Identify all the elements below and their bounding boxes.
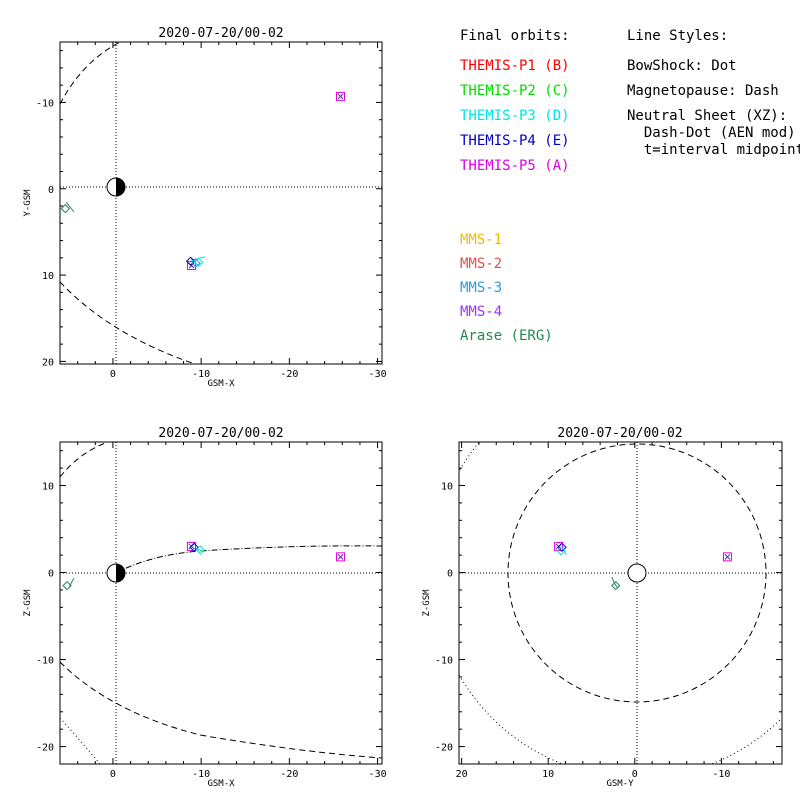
y-tick-label: -10 — [435, 656, 453, 667]
panel-xy: 2020-07-20/00-02 0 -10 -20 -30 -10 0 10 20 GSM-… — [23, 26, 387, 389]
panel-xy-title: 2020-07-20/00-02 — [158, 26, 283, 41]
legend-line-style-4: t=interval midpoint — [627, 142, 800, 158]
arase-orbit-track — [65, 201, 75, 213]
magnetopause-lower-curve — [60, 661, 382, 759]
panel-xy-frame — [59, 41, 383, 365]
legend: Final orbits: Line Styles: THEMIS-P1 (B)… — [460, 28, 800, 344]
panel-yz-y-label: Z-GSM — [422, 589, 432, 617]
panel-yz-ticks: 20 10 0 -10 10 0 -10 -20 — [435, 442, 782, 780]
spacecraft-diamond-marker — [611, 580, 621, 591]
panel-yz-x-label: GSM-Y — [606, 779, 634, 789]
spacecraft-square-marker — [336, 91, 346, 101]
legend-line-style-2: Neutral Sheet (XZ): — [627, 108, 787, 124]
spacecraft-diamond-marker — [191, 258, 201, 268]
spacecraft-square-marker — [722, 552, 732, 562]
x-tick-label: -20 — [280, 769, 298, 780]
spacecraft-diamond-marker — [193, 257, 204, 267]
panel-xy-y-label: Y-GSM — [23, 189, 33, 217]
y-tick-label: -20 — [435, 743, 453, 754]
spacecraft-square-marker-cross — [724, 554, 731, 560]
legend-other-entry-4: Arase (ERG) — [460, 328, 553, 344]
panel-xy-ticks: 0 -10 -20 -30 -10 0 10 20 — [36, 42, 387, 380]
spacecraft-diamond-marker — [189, 542, 199, 553]
panel-yz-title: 2020-07-20/00-02 — [557, 426, 682, 441]
y-tick-label: 10 — [441, 482, 453, 493]
spacecraft-square-marker-cross — [337, 554, 344, 560]
legend-spacecraft-list: THEMIS-P1 (B) THEMIS-P2 (C) THEMIS-P3 (D) T… — [460, 58, 570, 174]
x-tick-label: 0 — [632, 769, 638, 780]
panel-yz-marks — [554, 541, 732, 591]
x-tick-label: -10 — [192, 369, 210, 380]
panel-xz-ticks: 0 -10 -20 -30 10 0 -10 -20 — [36, 442, 387, 780]
x-tick-label: -10 — [712, 769, 730, 780]
panel-xz: 2020-07-20/00-02 0 -10 -20 -30 10 0 -10 -20 GSM… — [23, 426, 387, 789]
neutral-sheet-curve — [115, 545, 382, 574]
y-tick-label: -10 — [36, 656, 54, 667]
spacecraft-square-marker — [554, 541, 564, 551]
legend-other-entry-3: MMS-4 — [460, 304, 502, 320]
panel-xz-title: 2020-07-20/00-02 — [158, 426, 283, 441]
earth-night-side — [116, 178, 125, 196]
spacecraft-square-marker — [336, 552, 346, 562]
panel-xy-plot-area — [60, 42, 382, 364]
spacecraft-diamond-marker — [556, 546, 566, 556]
earth-night-side — [116, 564, 125, 582]
panel-xz-marks — [62, 541, 346, 591]
x-tick-label: 0 — [110, 769, 116, 780]
magnetopause-upper-curve — [60, 442, 109, 478]
y-tick-label: -20 — [36, 743, 54, 754]
legend-line-style-1: Magnetopause: Dash — [627, 83, 779, 99]
legend-other-entry-2: MMS-3 — [460, 280, 502, 296]
legend-other-spacecraft-list: MMS-1 MMS-2 MMS-3 MMS-4 Arase (ERG) — [460, 232, 553, 344]
spacecraft-square-marker — [186, 261, 196, 271]
panel-yz-frame — [458, 441, 783, 765]
legend-line-style-3: Dash-Dot (AEN mod) — [627, 125, 796, 141]
legend-line-style-0: BowShock: Dot — [627, 58, 737, 74]
legend-entry-2: THEMIS-P3 (D) — [460, 108, 570, 124]
final-orbits-heading: Final orbits: — [460, 28, 570, 44]
y-tick-label: 0 — [48, 185, 54, 196]
x-tick-label: -30 — [369, 369, 387, 380]
x-tick-label: -20 — [280, 369, 298, 380]
magnetopause-lower-curve — [60, 281, 196, 364]
spacecraft-diamond-marker — [60, 203, 71, 214]
panel-yz-plot-area — [459, 442, 782, 764]
legend-entry-1: THEMIS-P2 (C) — [460, 83, 570, 99]
y-tick-label: 0 — [48, 569, 54, 580]
panel-yz: 2020-07-20/00-02 20 10 0 -10 10 0 -10 -20 GSM-Y… — [422, 426, 783, 789]
spacecraft-diamond-marker — [557, 542, 567, 553]
y-tick-label: 20 — [42, 357, 54, 368]
panel-xz-x-label: GSM-X — [207, 779, 235, 789]
legend-line-styles-list: BowShock: Dot Magnetopause: Dash Neutral S… — [627, 58, 800, 158]
line-styles-heading: Line Styles: — [627, 28, 728, 44]
y-tick-label: -10 — [36, 98, 54, 109]
spacecraft-diamond-marker — [62, 580, 72, 591]
spacecraft-square-marker-cross — [337, 93, 344, 100]
spacecraft-square-marker — [186, 541, 196, 551]
x-tick-label: 10 — [542, 769, 554, 780]
y-tick-label: 10 — [42, 271, 54, 282]
earth-symbol — [627, 563, 647, 583]
legend-other-entry-0: MMS-1 — [460, 232, 502, 248]
spacecraft-diamond-marker — [185, 256, 196, 266]
spacecraft-diamond-marker — [195, 545, 205, 555]
x-tick-label: -10 — [192, 769, 210, 780]
panel-xz-frame — [59, 441, 383, 765]
y-tick-label: 10 — [42, 482, 54, 493]
panel-xy-marks — [60, 91, 346, 271]
legend-other-entry-1: MMS-2 — [460, 256, 502, 272]
panel-xz-plot-area — [60, 442, 382, 764]
legend-entry-4: THEMIS-P5 (A) — [460, 158, 570, 174]
x-tick-label: -30 — [369, 769, 387, 780]
bowshock-lower-curve — [60, 717, 101, 764]
x-tick-label: 0 — [110, 369, 116, 380]
magnetopause-upper-curve — [60, 42, 121, 105]
legend-entry-3: THEMIS-P4 (E) — [460, 133, 570, 149]
legend-entry-0: THEMIS-P1 (B) — [460, 58, 570, 74]
panel-xz-y-label: Z-GSM — [23, 589, 33, 617]
panel-xy-x-label: GSM-X — [207, 379, 235, 389]
y-tick-label: 0 — [447, 569, 453, 580]
x-tick-label: 20 — [456, 769, 468, 780]
